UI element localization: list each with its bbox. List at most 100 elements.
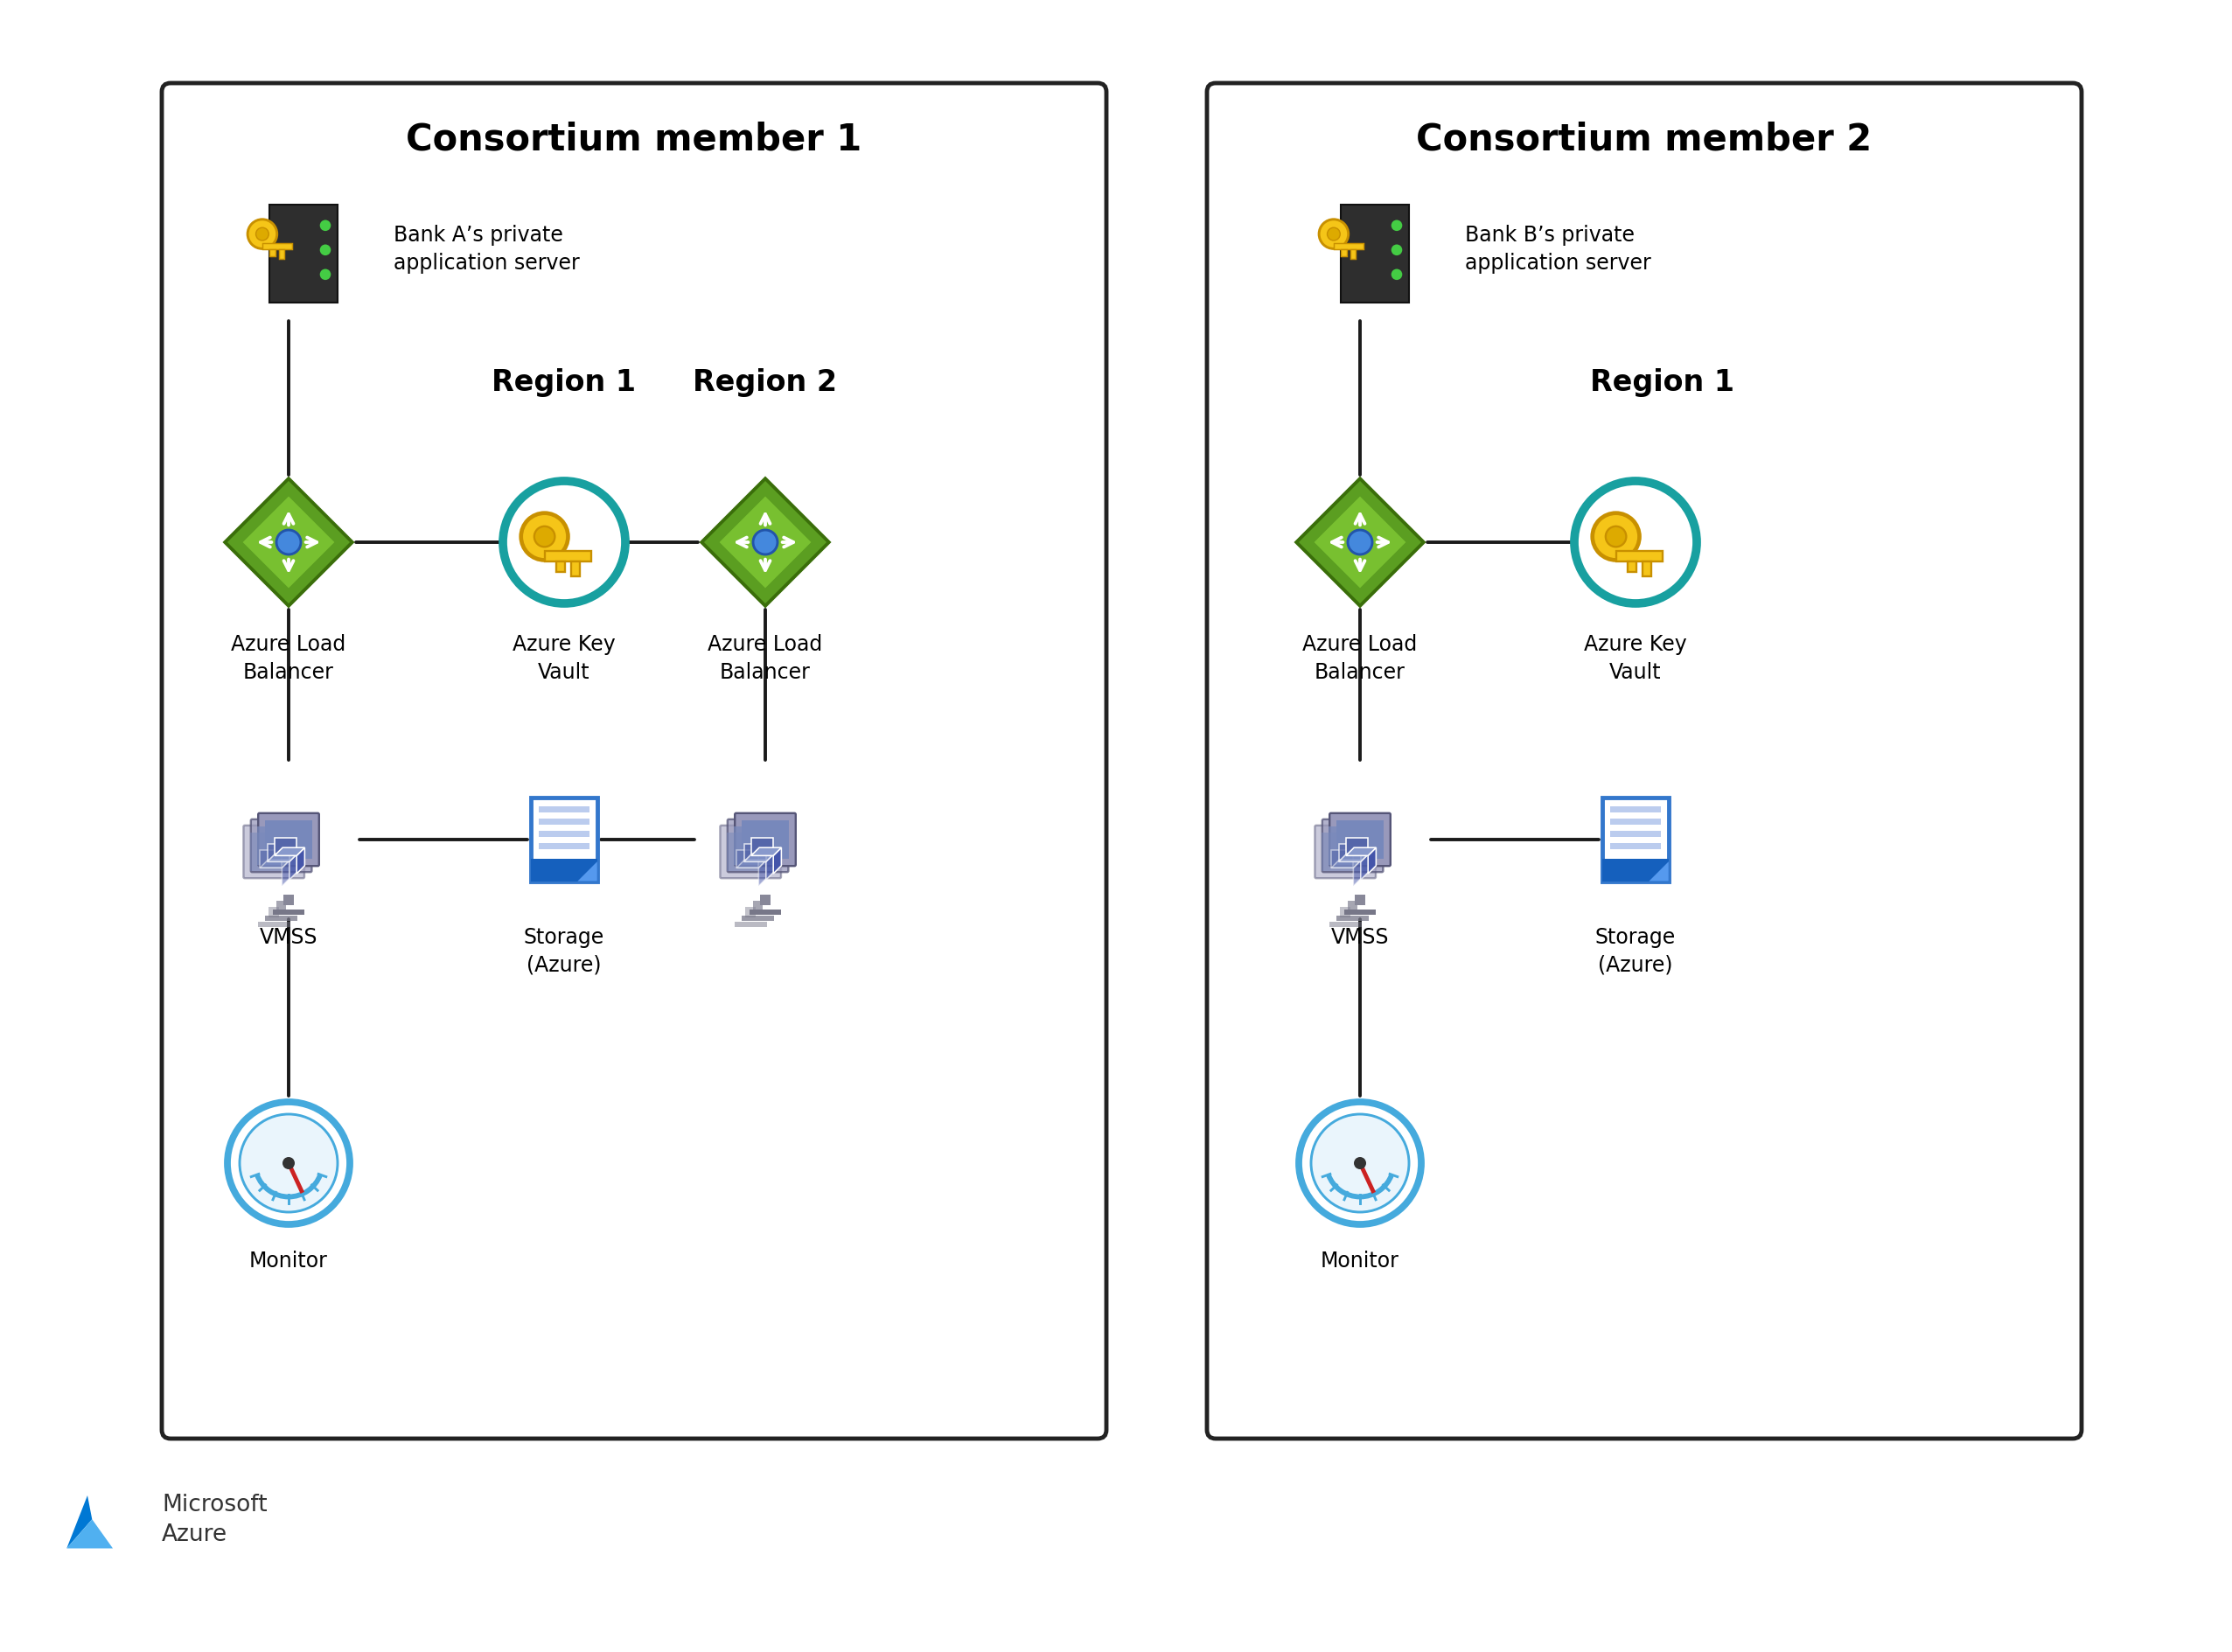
Circle shape (277, 530, 301, 555)
Circle shape (283, 1156, 295, 1170)
Text: Monitor: Monitor (250, 1251, 328, 1272)
Bar (1350, 249, 1355, 259)
Text: Region 2: Region 2 (694, 368, 837, 396)
Bar (1328, 828, 1377, 864)
Text: Azure Key
Vault: Azure Key Vault (513, 634, 616, 682)
Bar (1321, 833, 1368, 871)
Bar (1627, 562, 1636, 572)
Circle shape (1391, 220, 1402, 231)
FancyBboxPatch shape (728, 819, 788, 872)
Circle shape (257, 228, 268, 241)
Circle shape (502, 481, 625, 603)
Bar (734, 828, 781, 864)
Text: Consortium member 1: Consortium member 1 (406, 122, 862, 159)
FancyBboxPatch shape (259, 813, 319, 866)
Bar (538, 843, 589, 849)
Bar (1341, 249, 1346, 256)
Bar (1339, 844, 1362, 862)
Text: Azure Load
Balancer: Azure Load Balancer (232, 634, 346, 682)
FancyBboxPatch shape (161, 83, 1107, 1439)
Bar (556, 562, 565, 572)
Bar (1603, 798, 1670, 881)
Bar (1609, 819, 1661, 824)
Bar (266, 821, 312, 859)
Bar (257, 828, 306, 864)
Circle shape (1328, 228, 1339, 241)
Bar (1603, 859, 1670, 881)
Circle shape (1391, 269, 1402, 279)
Polygon shape (1649, 862, 1670, 881)
Circle shape (1605, 527, 1627, 547)
Bar (259, 922, 290, 927)
Circle shape (239, 1113, 337, 1213)
Bar (1643, 562, 1652, 577)
Bar (259, 849, 281, 867)
Bar (275, 838, 297, 856)
Circle shape (533, 527, 556, 547)
Polygon shape (275, 847, 306, 856)
Bar (268, 844, 290, 862)
Bar (270, 249, 275, 256)
Polygon shape (225, 479, 353, 606)
FancyBboxPatch shape (1330, 813, 1391, 866)
Bar (277, 900, 286, 910)
Circle shape (1310, 1113, 1408, 1213)
Polygon shape (67, 1495, 92, 1548)
Bar (1339, 907, 1350, 917)
Text: VMSS: VMSS (1330, 927, 1388, 948)
Text: VMSS: VMSS (259, 927, 317, 948)
Bar (545, 552, 591, 562)
Text: Consortium member 2: Consortium member 2 (1417, 122, 1873, 159)
Polygon shape (1353, 859, 1362, 885)
Polygon shape (737, 859, 766, 867)
Polygon shape (578, 862, 598, 881)
Bar (263, 243, 292, 249)
Circle shape (1391, 244, 1402, 256)
Polygon shape (1346, 847, 1377, 856)
Bar (761, 895, 770, 905)
Bar (728, 833, 775, 871)
FancyBboxPatch shape (1208, 83, 2082, 1439)
Bar (538, 831, 589, 838)
Circle shape (1299, 1102, 1422, 1224)
Text: Region 1: Region 1 (491, 368, 636, 396)
Circle shape (319, 220, 330, 231)
Polygon shape (1330, 859, 1362, 867)
Polygon shape (1368, 847, 1377, 874)
Bar (531, 798, 598, 881)
Bar (1330, 922, 1362, 927)
Text: Bank A’s private
application server: Bank A’s private application server (393, 225, 580, 274)
Bar (741, 915, 775, 920)
Polygon shape (701, 479, 828, 606)
Bar (743, 844, 766, 862)
Polygon shape (1315, 496, 1406, 588)
Circle shape (1348, 530, 1373, 555)
Bar (1344, 910, 1377, 915)
Bar (1616, 552, 1663, 562)
Polygon shape (766, 854, 775, 881)
Circle shape (1319, 220, 1348, 249)
FancyBboxPatch shape (1315, 826, 1375, 879)
FancyBboxPatch shape (721, 826, 781, 879)
Bar (737, 849, 759, 867)
Polygon shape (259, 859, 290, 867)
Bar (750, 910, 781, 915)
Bar (1609, 806, 1661, 813)
Bar (1337, 821, 1384, 859)
FancyBboxPatch shape (734, 813, 797, 866)
Bar (268, 907, 279, 917)
Bar (1341, 205, 1408, 302)
Bar (741, 821, 790, 859)
Bar (745, 907, 757, 917)
Text: Storage
(Azure): Storage (Azure) (1596, 927, 1676, 976)
Bar (531, 859, 598, 881)
FancyBboxPatch shape (250, 819, 312, 872)
Circle shape (228, 1102, 350, 1224)
Polygon shape (719, 496, 810, 588)
Bar (1355, 895, 1366, 905)
Circle shape (1355, 1156, 1366, 1170)
Bar (1335, 243, 1364, 249)
Bar (283, 895, 295, 905)
Circle shape (752, 530, 777, 555)
Circle shape (319, 269, 330, 279)
